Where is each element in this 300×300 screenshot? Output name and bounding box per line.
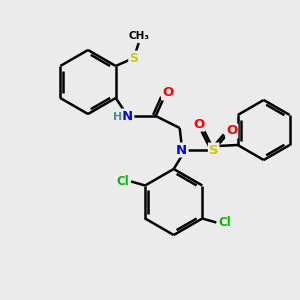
Text: N: N [176, 143, 187, 157]
Text: S: S [129, 52, 138, 64]
Text: O: O [193, 118, 204, 130]
Text: Cl: Cl [117, 175, 130, 188]
Text: O: O [162, 86, 173, 100]
Text: O: O [226, 124, 237, 137]
Text: H: H [113, 112, 122, 122]
Text: S: S [209, 143, 218, 157]
Text: CH₃: CH₃ [128, 31, 149, 41]
Text: N: N [122, 110, 133, 122]
Text: Cl: Cl [218, 216, 231, 229]
